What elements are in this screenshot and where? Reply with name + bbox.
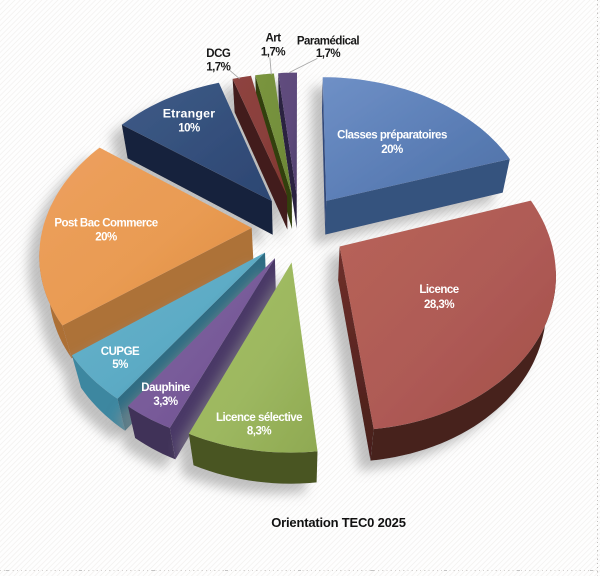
svg-text:Licence: Licence: [419, 284, 458, 296]
svg-text:CUPGE: CUPGE: [101, 346, 140, 358]
svg-text:20%: 20%: [381, 144, 403, 156]
svg-text:10%: 10%: [178, 123, 200, 135]
svg-text:DCG: DCG: [206, 48, 231, 60]
svg-text:Art: Art: [265, 33, 281, 45]
svg-text:Post Bac Commerce: Post Bac Commerce: [54, 218, 157, 230]
svg-text:Classes préparatoires: Classes préparatoires: [337, 130, 447, 142]
svg-text:8,3%: 8,3%: [247, 426, 271, 438]
svg-text:5%: 5%: [112, 359, 128, 371]
svg-text:3,3%: 3,3%: [153, 396, 177, 408]
svg-text:28,3%: 28,3%: [424, 299, 454, 311]
svg-text:Paramédical: Paramédical: [297, 35, 360, 47]
svg-text:Etranger: Etranger: [163, 107, 216, 121]
svg-text:1,7%: 1,7%: [261, 47, 285, 59]
svg-text:1,7%: 1,7%: [316, 48, 340, 60]
svg-text:Dauphine: Dauphine: [141, 382, 189, 394]
svg-text:Licence sélective: Licence sélective: [216, 412, 302, 424]
svg-text:1,7%: 1,7%: [206, 62, 230, 74]
svg-text:20%: 20%: [95, 232, 117, 244]
